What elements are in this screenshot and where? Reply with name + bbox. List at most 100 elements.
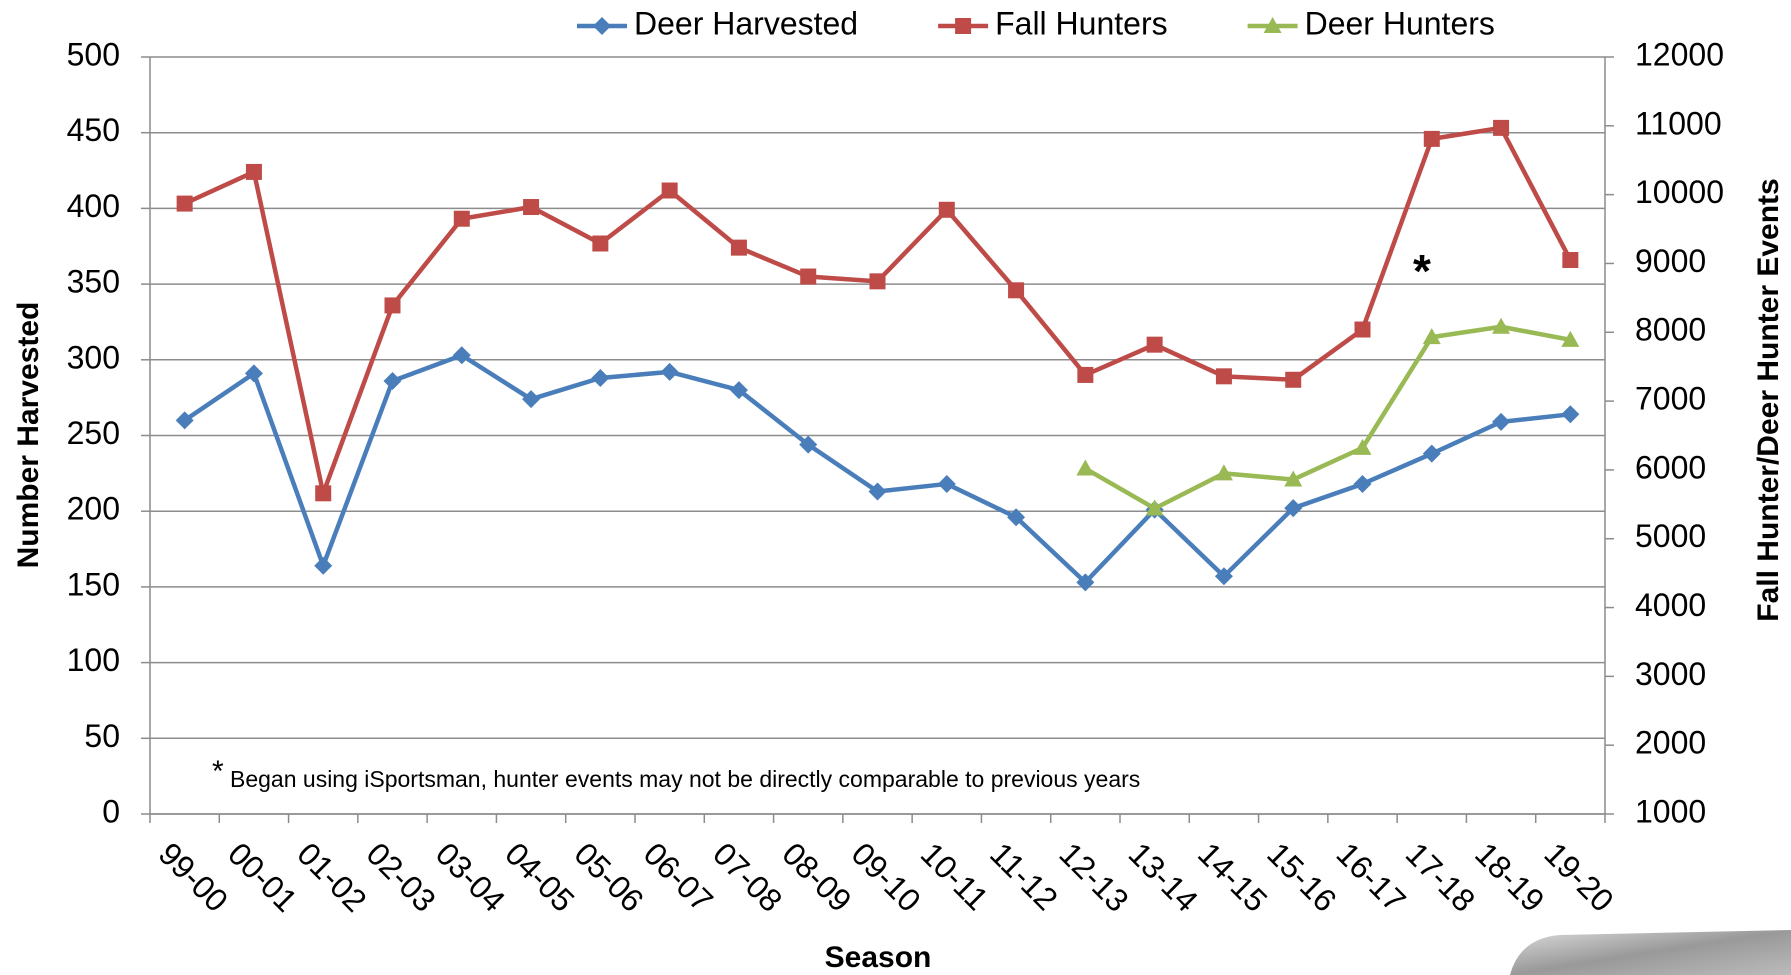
x-tick-label: 00-01	[221, 835, 304, 918]
x-tick-label: 04-05	[498, 835, 581, 918]
x-tick-label: 18-19	[1468, 835, 1551, 918]
marker	[869, 273, 886, 290]
y2-axis-title: Fall Hunter/Deer Hunter Events	[1752, 178, 1785, 621]
y2-tick-label: 3000	[1635, 656, 1706, 692]
marker	[799, 435, 818, 454]
x-tick-label: 13-14	[1122, 835, 1205, 918]
x-tick-label: 08-09	[775, 835, 858, 918]
x-tick-label: 19-20	[1537, 835, 1620, 918]
marker	[593, 17, 611, 35]
marker	[176, 195, 193, 212]
x-axis-title: Season	[825, 941, 932, 974]
x-tick-label: 03-04	[429, 835, 512, 918]
marker	[1285, 371, 1302, 388]
x-tick-label: 09-10	[845, 835, 928, 918]
marker	[1284, 470, 1303, 487]
legend-item: Deer Harvested	[577, 5, 858, 41]
note-marker: *	[212, 755, 224, 788]
x-tick-label: 10-11	[914, 835, 996, 917]
marker	[1077, 366, 1094, 383]
x-tick-label: 01-02	[290, 835, 373, 918]
marker	[1493, 119, 1510, 136]
marker	[938, 201, 955, 218]
y-tick-label: 0	[102, 793, 120, 829]
marker	[592, 235, 609, 252]
marker	[315, 485, 332, 502]
marker	[1422, 444, 1441, 463]
marker	[453, 210, 470, 227]
marker	[800, 268, 817, 285]
y2-tick-label: 12000	[1635, 36, 1724, 72]
x-tick-label: 07-08	[706, 835, 789, 918]
x-tick-label: 17-18	[1399, 835, 1482, 918]
y-tick-label: 450	[67, 112, 120, 148]
x-tick-label: 02-03	[360, 835, 443, 918]
marker	[1422, 328, 1441, 345]
marker	[1561, 405, 1580, 424]
legend-label: Deer Harvested	[634, 5, 858, 41]
marker	[245, 163, 262, 180]
y-axis-title: Number Harvested	[12, 302, 45, 569]
annotation: *	[1413, 245, 1431, 297]
series-line	[1084, 324, 1571, 511]
marker	[175, 411, 194, 430]
marker	[1263, 17, 1282, 33]
y-tick-label: 300	[67, 339, 120, 375]
decoration	[1510, 930, 1791, 975]
y-tick-label: 150	[67, 566, 120, 602]
y2-tick-label: 7000	[1635, 381, 1706, 417]
y-tick-label: 200	[67, 491, 120, 527]
y2-tick-label: 5000	[1635, 518, 1706, 554]
y-tick-label: 500	[67, 36, 120, 72]
y2-tick-label: 2000	[1635, 725, 1706, 761]
legend-label: Deer Hunters	[1305, 5, 1495, 41]
marker	[1008, 282, 1025, 299]
marker	[1214, 464, 1233, 481]
marker	[1353, 438, 1372, 455]
legend-item: Fall Hunters	[938, 5, 1168, 41]
marker	[1561, 330, 1580, 347]
marker	[1215, 368, 1232, 385]
marker	[1076, 459, 1095, 476]
y-tick-label: 250	[67, 415, 120, 451]
marker	[729, 381, 748, 400]
y2-tick-label: 4000	[1635, 587, 1706, 623]
x-tick-label: 06-07	[637, 835, 720, 918]
y-tick-label: 100	[67, 642, 120, 678]
x-tick-label: 12-13	[1052, 835, 1135, 918]
marker	[1146, 336, 1163, 353]
marker	[1353, 474, 1372, 493]
x-tick-label: 05-06	[567, 835, 650, 918]
y-tick-label: 400	[67, 188, 120, 224]
marker	[383, 371, 402, 390]
y2-tick-label: 10000	[1635, 174, 1724, 210]
marker	[523, 199, 540, 216]
marker	[955, 18, 972, 34]
marker	[244, 364, 263, 383]
y2-tick-label: 1000	[1635, 793, 1706, 829]
marker	[1354, 321, 1371, 338]
x-tick-label: 15-16	[1260, 835, 1343, 918]
marker	[1076, 573, 1095, 592]
y2-tick-label: 11000	[1635, 105, 1722, 141]
marker	[1562, 252, 1579, 269]
y2-tick-label: 9000	[1635, 243, 1706, 279]
marker	[591, 368, 610, 387]
legend-label: Fall Hunters	[995, 5, 1168, 41]
x-tick-label: 99-00	[152, 835, 235, 918]
x-tick-label: 11-12	[983, 835, 1065, 917]
x-tick-label: 16-17	[1330, 835, 1413, 918]
marker	[1145, 499, 1164, 516]
marker	[1492, 317, 1511, 334]
marker	[1284, 499, 1303, 518]
marker	[1423, 130, 1440, 147]
marker	[1007, 508, 1026, 527]
y2-tick-label: 8000	[1635, 312, 1706, 348]
y-tick-label: 350	[67, 264, 120, 300]
y2-tick-label: 6000	[1635, 449, 1706, 485]
marker	[1492, 412, 1511, 431]
marker	[730, 239, 747, 256]
note: Began using iSportsman, hunter events ma…	[230, 766, 1140, 792]
